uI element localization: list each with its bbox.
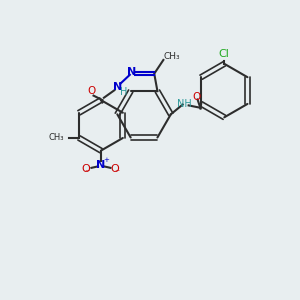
Text: O: O xyxy=(81,164,90,174)
Text: N: N xyxy=(96,160,106,170)
Text: CH₃: CH₃ xyxy=(49,134,64,142)
Text: O: O xyxy=(111,164,119,174)
Text: O: O xyxy=(192,92,200,101)
Text: ⁻: ⁻ xyxy=(84,168,90,178)
Text: Cl: Cl xyxy=(219,49,230,59)
Text: H: H xyxy=(120,87,127,97)
Text: N: N xyxy=(113,82,122,92)
Text: N: N xyxy=(127,67,136,77)
Text: NH: NH xyxy=(177,99,192,109)
Text: O: O xyxy=(87,86,96,96)
Text: +: + xyxy=(103,157,109,163)
Text: CH₃: CH₃ xyxy=(164,52,181,62)
Text: ⁻: ⁻ xyxy=(114,168,119,178)
